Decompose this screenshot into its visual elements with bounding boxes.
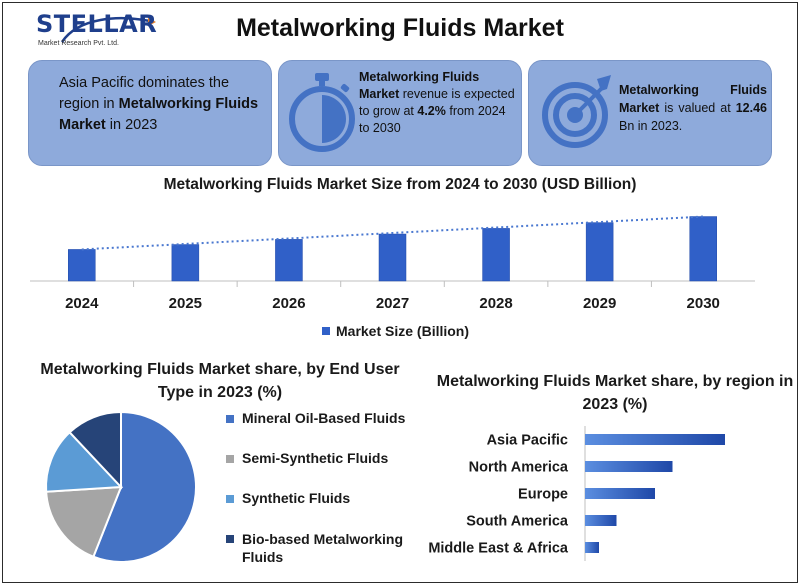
region-bar [585,434,725,445]
pie-legend-label: Semi-Synthetic Fluids [242,450,389,466]
region-label: North America [469,460,569,476]
region-bar [585,461,673,472]
pie-slice [45,485,123,559]
region-chart-title: Metalworking Fluids Market share, by reg… [436,373,794,413]
pie-legend-label: Bio-based Metalworking Fluids [242,531,404,565]
region-bar [585,488,655,499]
x-tick-label: 2028 [479,295,512,312]
x-tick-label: 2030 [687,295,720,312]
pie-slice [45,430,124,493]
pie-legend-swatch [226,535,234,543]
pie-legend-swatch [226,495,234,503]
bar-chart-title: Metalworking Fluids Market Size from 202… [163,176,637,193]
info-card-value-text: Metalworking Fluids Market is valued at … [619,83,767,133]
pie-slice [92,410,197,563]
trend-line [81,215,704,251]
pie-legend-item: Bio-based Metalworking Fluids [226,530,417,566]
page-title: Metalworking Fluids Market [236,14,564,42]
region-bar [585,515,617,526]
logo-tagline: Market Research Pvt. Ltd. [38,40,119,47]
logo-swoosh-icon [60,17,156,43]
x-tick-label: 2026 [272,295,305,312]
target-icon [542,75,611,148]
stellar-logo [30,8,156,58]
market-size-bar [689,216,717,282]
market-size-bar [378,233,407,282]
info-card-region-text: Asia Pacific dominates the region in Met… [59,75,259,133]
pie-legend-item: Synthetic Fluids [226,490,350,506]
x-tick-label: 2025 [169,295,202,312]
x-tick-label: 2029 [583,295,616,312]
market-size-bar [171,244,200,282]
region-label: South America [466,514,569,530]
x-tick-label: 2027 [376,295,409,312]
logo-name: STELLAR [36,10,158,38]
pie-legend-item: Semi-Synthetic Fluids [226,450,388,466]
info-card-region: Asia Pacific dominates the region in Met… [28,60,272,166]
info-card-growth-text: Metalworking Fluids Market revenue is ex… [359,70,515,135]
region-label: Asia Pacific [487,433,568,449]
pie-legend-label: Synthetic Fluids [242,490,351,506]
market-size-bar [585,222,614,282]
info-card-value: Metalworking Fluids Market is valued at … [528,60,772,166]
pie-legend-swatch [226,455,234,463]
pie-legend-label: Mineral Oil-Based Fluids [242,410,406,426]
info-card-growth: Metalworking Fluids Market revenue is ex… [278,60,522,166]
pie-chart-title: Metalworking Fluids Market share, by End… [40,361,400,401]
region-label: Europe [518,487,568,503]
pie-legend-item: Mineral Oil-Based Fluids [226,410,405,426]
pie-legend-swatch [226,415,234,423]
region-bar [585,542,599,553]
legend-label: Market Size (Billion) [336,323,470,339]
market-size-bar [275,239,303,282]
bar-chart-legend: Market Size (Billion) [322,323,469,339]
legend-swatch [322,327,330,335]
stopwatch-icon [289,73,355,152]
region-label: Middle East & Africa [428,541,569,557]
pie-slice [68,410,122,490]
x-tick-label: 2024 [65,295,99,312]
market-size-bar [482,228,510,282]
